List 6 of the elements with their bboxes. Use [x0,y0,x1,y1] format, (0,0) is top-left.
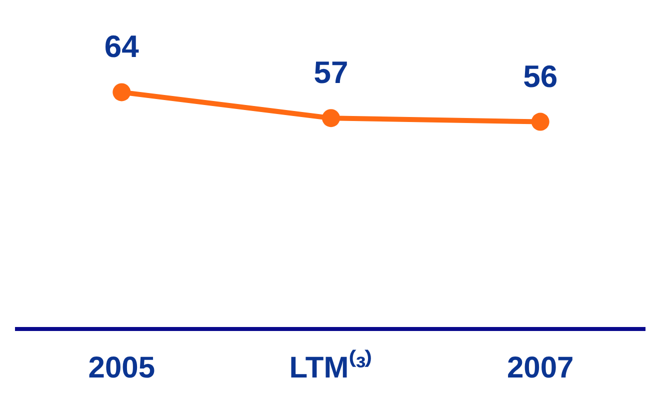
x-tick-label: LTM⁽³⁾ [289,349,373,384]
x-tick-label: 2007 [506,351,574,384]
data-label: 57 [314,55,348,90]
data-label: 64 [104,29,140,64]
data-label: 56 [523,58,558,94]
x-tick-label: 2005 [88,351,156,384]
